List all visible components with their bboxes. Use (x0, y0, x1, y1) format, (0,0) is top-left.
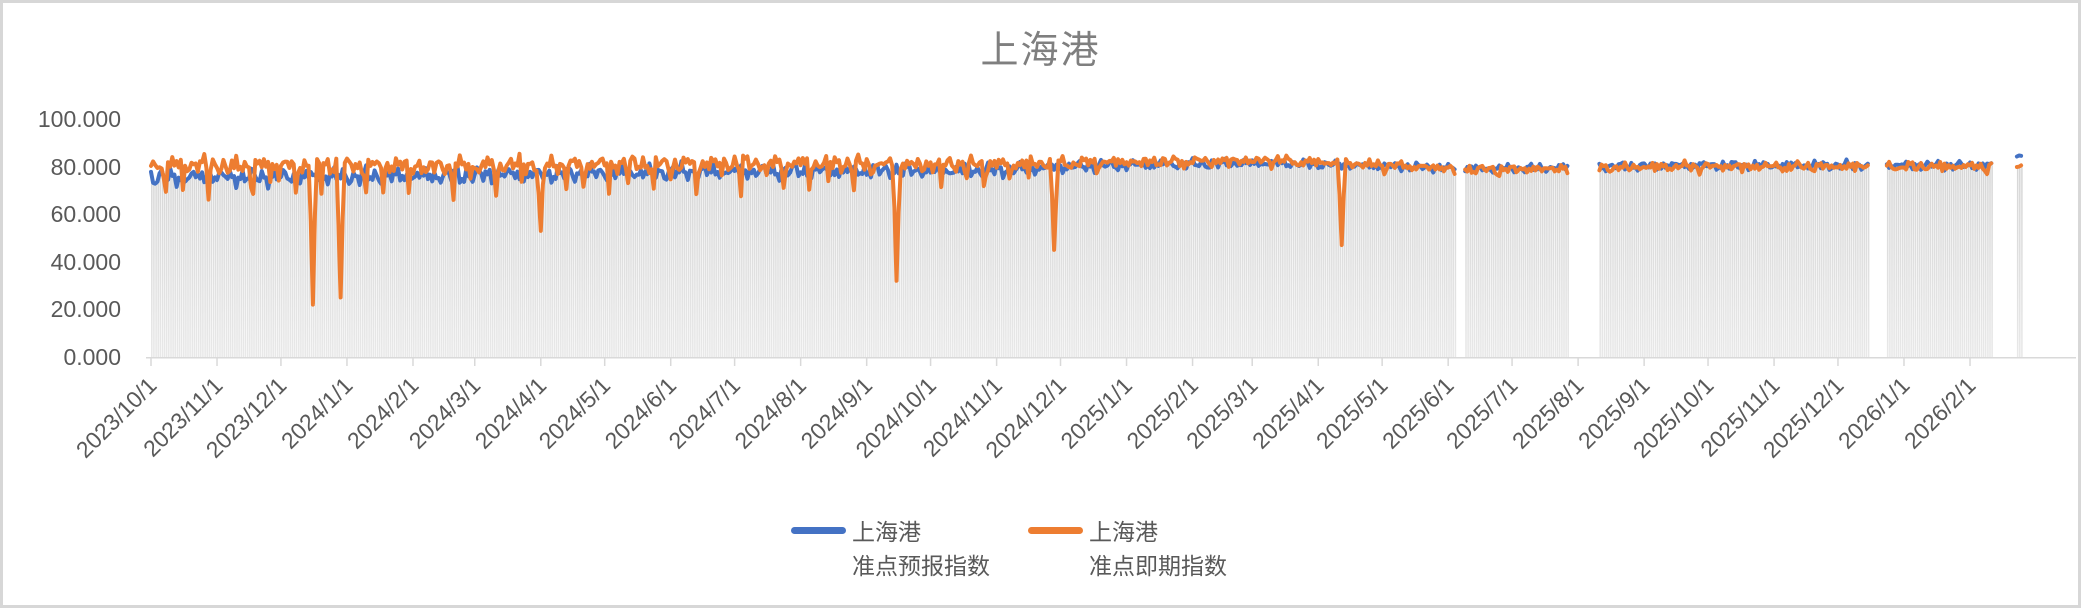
y-axis-tick-label: 60.000 (50, 201, 121, 228)
legend-item-spot[interactable]: 上海港 准点即期指数 (1028, 515, 1227, 583)
background-bars (151, 162, 2023, 357)
legend-line-swatch (1028, 527, 1083, 534)
x-axis-tick-label: 2024/7/1 (663, 372, 745, 454)
legend-line-swatch (791, 527, 846, 534)
legend-item-forecast[interactable]: 上海港 准点预报指数 (791, 515, 990, 583)
y-axis-tick-label: 100.000 (37, 106, 121, 132)
y-axis-tick-label: 80.000 (50, 153, 121, 180)
x-axis-tick-label: 2024/8/1 (729, 372, 811, 454)
chart-title: 上海港 (980, 30, 1101, 72)
x-axis-tick-label: 2025/8/1 (1507, 372, 1589, 454)
series-line-spot (149, 151, 2024, 307)
plot-area: 2023/10/12023/11/12023/12/12024/1/12024/… (71, 151, 2076, 463)
legend-label: 上海港 准点即期指数 (1089, 519, 1227, 579)
x-axis-tick-label: 2026/2/1 (1899, 372, 1981, 454)
x-axis-tick-label: 2026/1/1 (1833, 372, 1915, 454)
y-axis-tick-label: 20.000 (50, 296, 121, 323)
x-axis-tick-label: 2025/1/1 (1055, 372, 1137, 454)
y-axis-tick-label: 0.000 (63, 344, 121, 370)
y-axis-tick-label: 40.000 (50, 248, 121, 275)
x-axis-tick-label: 2025/7/1 (1441, 372, 1523, 454)
x-axis-tick-label: 2024/5/1 (534, 372, 616, 454)
x-axis-tick-label: 2025/5/1 (1311, 372, 1393, 454)
x-axis-tick-label: 2024/1/1 (276, 372, 358, 454)
legend: 上海港 准点预报指数 上海港 准点即期指数 (791, 515, 1227, 583)
legend-label: 上海港 准点预报指数 (852, 519, 990, 579)
